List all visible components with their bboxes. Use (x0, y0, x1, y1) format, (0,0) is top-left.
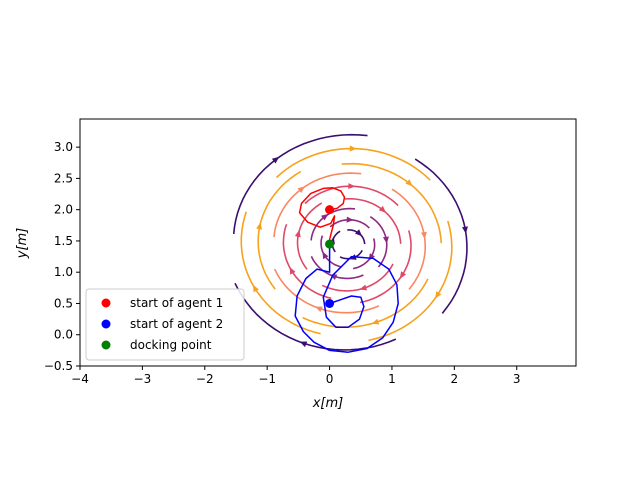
field-arrowhead (354, 229, 363, 237)
legend-entry: start of agent 2 (130, 317, 223, 331)
x-tick-label: −3 (134, 372, 152, 386)
field-arrowhead (348, 183, 356, 190)
field-arrowhead (349, 145, 357, 152)
field-arrowhead (294, 229, 301, 238)
field-arrowhead (378, 205, 386, 213)
field-arrowhead (256, 222, 263, 230)
agent-trajectory (294, 244, 399, 353)
field-arrowhead (371, 318, 380, 325)
y-tick-label: −0.5 (44, 359, 73, 373)
y-axis-label: y[m] (15, 228, 30, 260)
x-tick-label: 3 (513, 372, 521, 386)
legend-marker (101, 319, 111, 329)
scatter-point (325, 205, 335, 215)
field-arrowhead (321, 213, 329, 221)
agent-trajectory (298, 187, 346, 245)
y-tick-label: 1.0 (54, 265, 73, 279)
legend-marker (101, 298, 111, 308)
field-arrowhead (315, 306, 323, 313)
vector-field (232, 133, 468, 351)
field-arrowhead (399, 271, 407, 279)
field-arrowhead (329, 274, 338, 280)
field-arrowhead (405, 179, 413, 187)
x-axis-ticks: −4 −3 −2 −1 0 1 2 3 (71, 366, 521, 386)
y-tick-label: 0.0 (54, 328, 73, 342)
x-tick-label: −4 (71, 372, 89, 386)
y-tick-label: 2.5 (54, 171, 73, 185)
field-arrowhead (382, 236, 389, 244)
y-tick-label: 3.0 (54, 140, 73, 154)
legend: start of agent 1 start of agent 2 docking … (85, 288, 245, 361)
field-arrowhead (420, 231, 427, 240)
field-arrowhead (359, 284, 368, 291)
x-tick-label: 1 (388, 372, 396, 386)
legend-entry: start of agent 1 (130, 296, 223, 310)
field-arrowhead (435, 291, 442, 299)
y-tick-label: 0.5 (54, 296, 73, 310)
y-axis-ticks: −0.5 0.0 0.5 1.0 1.5 2.0 2.5 3.0 (44, 140, 80, 373)
x-tick-label: 0 (326, 372, 334, 386)
y-tick-label: 2.0 (54, 203, 73, 217)
field-arrowhead (271, 156, 280, 164)
legend-marker (101, 340, 111, 350)
field-arrowhead (297, 186, 305, 194)
x-tick-label: −1 (258, 372, 276, 386)
trajectories (294, 187, 399, 353)
x-axis-label: x[m] (312, 396, 344, 411)
x-tick-label: −2 (196, 372, 214, 386)
y-tick-label: 1.5 (54, 234, 73, 248)
field-arrowhead (299, 341, 308, 348)
field-arrowhead (289, 267, 296, 275)
scatter-point (325, 298, 335, 308)
legend-box (85, 288, 245, 361)
field-arrowhead (346, 216, 354, 223)
x-tick-label: 2 (451, 372, 459, 386)
legend-entry: docking point (130, 338, 212, 352)
plot-frame (79, 118, 577, 367)
scatter-point (325, 239, 335, 249)
field-arrowhead (462, 226, 468, 234)
field-arrowhead (322, 251, 329, 260)
scatter-points (325, 205, 335, 308)
field-arrowhead (252, 284, 259, 293)
